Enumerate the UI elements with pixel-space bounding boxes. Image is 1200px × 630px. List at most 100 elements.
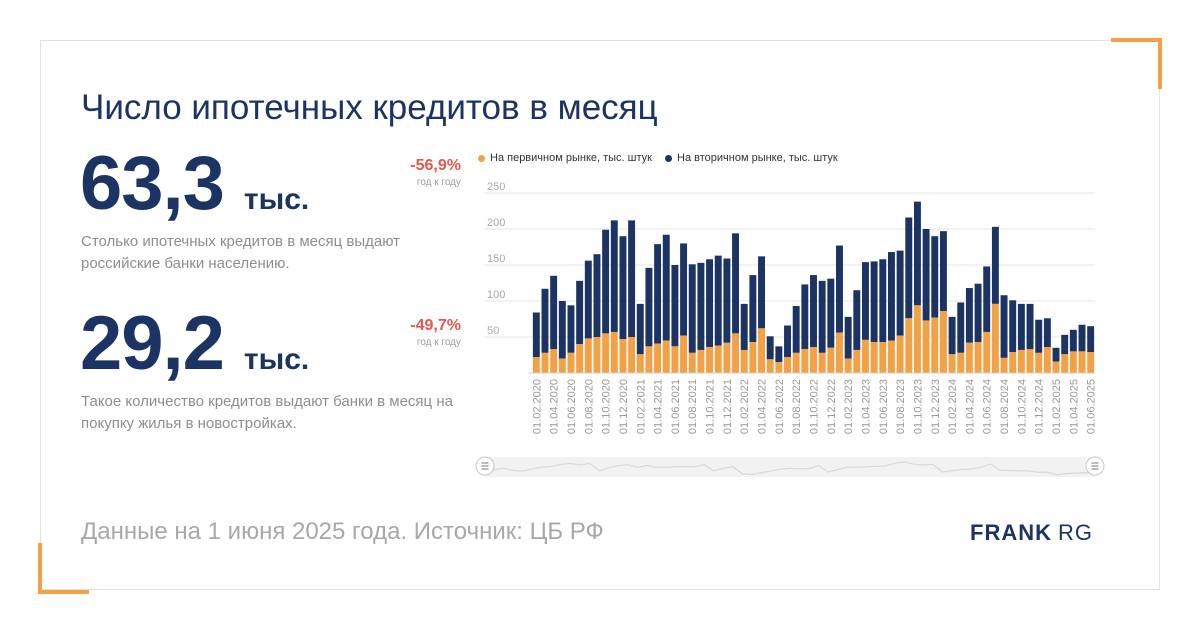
- bar-secondary: [550, 275, 558, 350]
- bar-secondary: [1078, 324, 1086, 352]
- bar-primary: [732, 333, 740, 373]
- navigator-series-line: [484, 461, 1096, 476]
- bar-secondary: [931, 236, 939, 318]
- bar-primary: [680, 335, 688, 373]
- x-tick-label: 01.06.2022: [774, 379, 786, 434]
- bar-primary: [810, 347, 817, 373]
- legend-label-secondary: На вторичном рынке, тыс. штук: [677, 152, 838, 164]
- bar-primary: [558, 358, 566, 373]
- bar-primary: [766, 359, 774, 373]
- mortgage-bar-chart: 50 100 150 200 250 01.02.2020 01.04.2020 01.06.…: [475, 181, 1105, 477]
- x-tick-label: 01.10.2024: [1016, 379, 1028, 434]
- bar-secondary: [610, 220, 618, 332]
- x-tick-label: 01.02.2024: [947, 379, 959, 434]
- brand-logo: FRANK RG: [970, 520, 1093, 546]
- bar-secondary: [654, 244, 662, 344]
- bar-secondary: [567, 305, 575, 353]
- legend-item-primary[interactable]: На первичном рынке, тыс. штук: [478, 152, 652, 164]
- bar-secondary: [662, 234, 670, 341]
- x-tick-label: 01.06.2024: [982, 379, 994, 434]
- bar-primary: [983, 331, 991, 373]
- bar-primary: [654, 343, 662, 373]
- bar-secondary: [628, 220, 636, 337]
- bar-secondary: [636, 303, 644, 355]
- corner-decoration-top-right: [1111, 38, 1162, 89]
- bar-secondary: [965, 288, 973, 343]
- y-tick-label: 150: [487, 253, 505, 265]
- bar-secondary: [1052, 347, 1060, 362]
- bar-secondary: [844, 316, 852, 359]
- bar-primary: [541, 352, 549, 373]
- stat1-value: 63,3 тыс.: [80, 140, 309, 227]
- x-tick-label: 01.02.2025: [1051, 379, 1063, 434]
- bar-secondary: [948, 316, 956, 355]
- stat2-delta-percent: -49,7%: [410, 317, 461, 334]
- legend-dot-primary: [478, 154, 485, 162]
- bar-primary: [974, 342, 982, 373]
- bar-primary: [827, 347, 835, 373]
- stat1-delta-percent: -56,9%: [410, 157, 461, 174]
- x-tick-label: 01.12.2020: [618, 379, 630, 434]
- bar-secondary: [697, 262, 705, 350]
- x-tick-label: 01.02.2023: [843, 379, 855, 434]
- bar-primary: [714, 345, 722, 373]
- bar-primary: [818, 352, 826, 373]
- bar-secondary: [688, 264, 696, 353]
- logo-bold: FRANK: [970, 520, 1052, 545]
- bar-secondary: [810, 275, 817, 348]
- bar-primary: [931, 317, 939, 373]
- stat2-unit: тыс.: [243, 343, 310, 376]
- bar-secondary: [1009, 300, 1017, 353]
- bar-secondary: [602, 229, 610, 334]
- bar-primary: [671, 346, 679, 373]
- bar-secondary: [1017, 303, 1025, 350]
- bar-primary: [1061, 354, 1069, 373]
- x-tick-label: 01.04.2023: [860, 379, 872, 434]
- bar-primary: [844, 358, 852, 373]
- bar-primary: [749, 342, 757, 373]
- bar-primary: [836, 332, 843, 373]
- bar-secondary: [974, 283, 982, 343]
- bar-primary: [792, 352, 800, 373]
- bar-primary: [758, 328, 765, 373]
- y-tick-label: 200: [487, 217, 505, 229]
- bar-primary: [957, 352, 965, 373]
- bar-secondary: [853, 290, 861, 350]
- bar-primary: [913, 305, 921, 373]
- bar-primary: [628, 337, 636, 373]
- bar-secondary: [957, 302, 965, 353]
- x-tick-label: 01.04.2024: [964, 379, 976, 434]
- bar-primary: [740, 349, 748, 373]
- bar-secondary: [593, 254, 601, 337]
- bar-primary: [991, 303, 999, 373]
- x-tick-label: 01.08.2021: [687, 379, 699, 434]
- footer-source: Данные на 1 июня 2025 года. Источник: ЦБ…: [81, 518, 604, 545]
- x-tick-label: 01.08.2024: [999, 379, 1011, 434]
- bar-primary: [706, 347, 714, 373]
- bar-secondary: [576, 280, 584, 345]
- bar-primary: [922, 320, 930, 373]
- bar-secondary: [1035, 319, 1043, 353]
- bar-secondary: [1061, 334, 1069, 355]
- bar-primary: [1017, 349, 1025, 373]
- bar-primary: [593, 337, 601, 373]
- x-tick-label: 01.12.2024: [1034, 379, 1046, 434]
- bar-secondary: [541, 288, 549, 353]
- bar-primary: [645, 346, 653, 373]
- bar-secondary: [645, 267, 653, 347]
- stat2-delta: -49,7% год к году: [410, 317, 461, 348]
- bar-primary: [1043, 347, 1051, 373]
- bar-primary: [602, 333, 610, 373]
- x-tick-label: 01.06.2021: [670, 379, 682, 434]
- bar-primary: [662, 340, 670, 373]
- bar-primary: [784, 357, 791, 373]
- bar-secondary: [766, 336, 774, 360]
- stat2-delta-note: год к году: [416, 337, 461, 348]
- bar-secondary: [784, 325, 791, 358]
- bar-secondary: [1043, 318, 1051, 348]
- bar-secondary: [749, 275, 757, 343]
- x-tick-label: 01.06.2023: [878, 379, 890, 434]
- x-tick-label: 01.08.2020: [583, 379, 595, 434]
- bar-secondary: [758, 256, 765, 329]
- legend-item-secondary[interactable]: На вторичном рынке, тыс. штук: [665, 152, 838, 164]
